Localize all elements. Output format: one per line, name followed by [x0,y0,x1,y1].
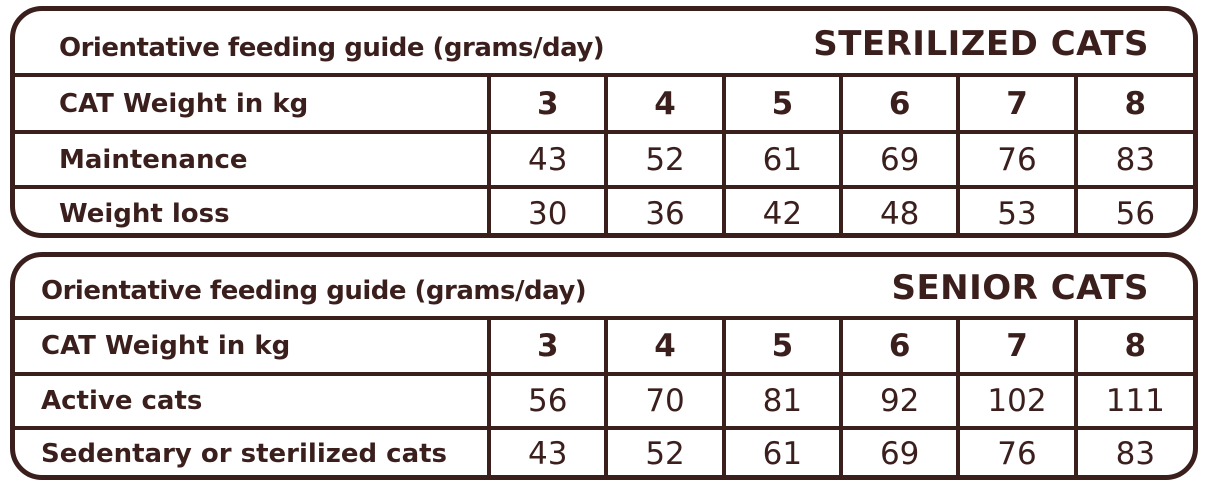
value-cell: 30 [489,187,609,233]
value-cell: 43 [489,132,609,189]
row-label: CAT Weight in kg [15,320,492,376]
weight-cell: 7 [958,320,1078,376]
value-cell: 48 [841,187,961,233]
table-row: Sedentary or sterilized cats 43 52 61 69… [15,428,1193,475]
weight-cell: 3 [489,77,609,134]
value-cell: 92 [841,374,961,430]
value-cell: 52 [606,428,726,475]
value-cell: 102 [958,374,1078,430]
feeding-grid: CAT Weight in kg 3 4 5 6 7 8 Maintenance… [15,77,1193,233]
value-cell: 53 [958,187,1078,233]
weight-cell: 4 [606,320,726,376]
weight-header-row: CAT Weight in kg 3 4 5 6 7 8 [15,77,1193,134]
value-cell: 81 [723,374,844,430]
value-cell: 83 [1115,436,1156,472]
weight-cell: 3 [489,320,609,376]
value-cell: 52 [606,132,726,189]
weight-cell: 6 [841,77,961,134]
value-cell: 56 [1115,196,1156,232]
table-title: Orientative feeding guide (grams/day) [41,276,587,306]
value-cell: 56 [489,374,609,430]
value-cell: 111 [1075,374,1193,430]
weight-cell: 7 [958,77,1078,134]
value-cell: 76 [958,428,1078,475]
value-cell: 36 [606,187,726,233]
table-title: Orientative feeding guide (grams/day) [59,33,605,63]
value-cell: 61 [723,428,844,475]
value-cell: 69 [841,132,961,189]
row-label: CAT Weight in kg [15,77,492,134]
value-cell: 43 [489,428,609,475]
sterilized-cats-feeding-table: Orientative feeding guide (grams/day) ST… [10,6,1198,238]
feeding-grid: CAT Weight in kg 3 4 5 6 7 8 Active cats… [15,320,1193,475]
table-category: SENIOR CATS [891,268,1149,308]
table-row: Weight loss 30 36 42 48 53 56 [15,187,1193,233]
value-cell: 76 [958,132,1078,189]
value-cell: 69 [841,428,961,475]
weight-cell: 5 [723,77,844,134]
table-row: Maintenance 43 52 61 69 76 83 [15,132,1193,189]
table-title-row: Orientative feeding guide (grams/day) SE… [15,257,1193,320]
weight-cell: 5 [723,320,844,376]
value-cell: 42 [723,187,844,233]
weight-cell: 4 [606,77,726,134]
value-cell: 83 [1075,132,1193,189]
table-row: Active cats 56 70 81 92 102 111 [15,374,1193,430]
senior-cats-feeding-table: Orientative feeding guide (grams/day) SE… [10,252,1198,480]
weight-header-row: CAT Weight in kg 3 4 5 6 7 8 [15,320,1193,376]
value-cell: 70 [606,374,726,430]
table-category: STERILIZED CATS [813,24,1149,64]
weight-cell: 6 [841,320,961,376]
weight-cell: 8 [1075,320,1193,376]
row-label: Sedentary or sterilized cats [15,428,492,475]
row-label: Active cats [15,374,492,430]
row-label: Maintenance [15,132,492,189]
weight-cell: 8 [1075,77,1193,134]
value-cell: 61 [723,132,844,189]
row-label: Weight loss [15,187,492,233]
table-title-row: Orientative feeding guide (grams/day) ST… [15,11,1193,77]
